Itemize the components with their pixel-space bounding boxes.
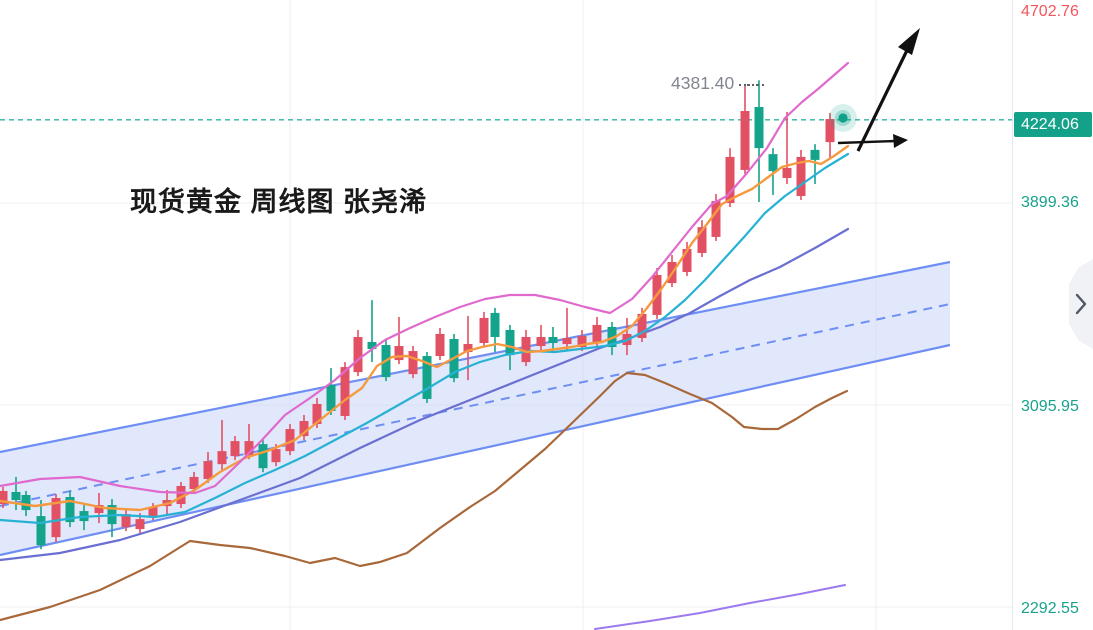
candle-body xyxy=(796,156,806,197)
candle-body xyxy=(271,449,281,463)
trend-channel-upper-line xyxy=(0,260,951,454)
candle-body xyxy=(340,367,350,417)
candle-body xyxy=(189,476,199,489)
candle-body xyxy=(121,514,131,528)
candle-body xyxy=(592,324,602,344)
candle-body xyxy=(217,451,227,465)
candle-body xyxy=(479,317,489,344)
candle-body xyxy=(367,342,377,350)
candle-body xyxy=(768,154,778,171)
candle-body xyxy=(312,403,322,425)
candle-body xyxy=(810,149,820,160)
ma-violet-line xyxy=(594,584,846,630)
candle-body xyxy=(577,335,587,348)
price-axis[interactable]: 4702.76 3899.36 3095.95 2292.55 4224.06 xyxy=(1012,0,1093,630)
candle-body xyxy=(176,485,186,505)
candle-body xyxy=(490,312,500,337)
price-axis-label: 4702.76 xyxy=(1021,3,1079,20)
chart-watermark-title: 现货黄金 周线图 张尧浠 xyxy=(130,187,428,217)
candle-body xyxy=(754,106,764,149)
candle-body xyxy=(548,336,558,344)
flat-arrow-shaft xyxy=(837,139,897,145)
up-arrow-shaft xyxy=(856,37,915,152)
ma-cyan-line xyxy=(0,152,850,525)
peak-price-label: 4381.40 xyxy=(671,73,759,94)
candle-body xyxy=(0,490,8,505)
candle-body xyxy=(682,248,692,273)
candle-body xyxy=(11,491,21,501)
candle-body xyxy=(725,156,735,204)
price-axis-label: 3899.36 xyxy=(1021,194,1079,211)
ma-pink-line xyxy=(0,61,850,495)
candle-body xyxy=(326,384,336,411)
candle-body xyxy=(408,351,418,375)
candle-body xyxy=(521,336,531,363)
price-chart-canvas[interactable] xyxy=(0,0,1012,630)
candle-body xyxy=(394,346,404,361)
trend-channel-lower-line xyxy=(0,343,951,557)
candle-body xyxy=(285,429,295,452)
candle-body xyxy=(36,516,46,546)
price-axis-label: 3095.95 xyxy=(1021,398,1079,415)
candle-body xyxy=(637,313,647,338)
candle-body xyxy=(782,167,792,178)
trend-channel-middle-dashed xyxy=(0,303,951,507)
candle-body xyxy=(135,519,145,530)
candle-body xyxy=(422,356,432,399)
ma-slate-line xyxy=(0,227,850,562)
candle-body xyxy=(825,119,835,143)
candle-body xyxy=(258,444,268,469)
candle-body xyxy=(299,421,309,437)
ma-brown-line xyxy=(0,371,849,622)
candle-body xyxy=(740,111,750,170)
candle-body xyxy=(230,441,240,457)
candle-body xyxy=(697,227,707,253)
flat-arrow-head xyxy=(893,134,908,148)
candle-body xyxy=(536,336,546,347)
last-price-dot xyxy=(838,113,848,123)
trend-channel-fill xyxy=(0,262,950,555)
candle-body xyxy=(148,507,158,517)
candle-body xyxy=(94,505,104,514)
candle-body xyxy=(65,497,75,523)
peak-price-value: 4381.40 xyxy=(671,73,735,93)
candle-body xyxy=(244,441,254,456)
peak-dotted-marker xyxy=(739,83,759,86)
candle-body xyxy=(562,337,572,345)
candle-body xyxy=(51,498,61,538)
candle-body xyxy=(21,495,31,511)
candle-body xyxy=(463,344,473,353)
price-axis-label: 2292.55 xyxy=(1021,600,1079,617)
chevron-right-icon xyxy=(1075,293,1087,315)
up-arrow-head xyxy=(898,28,920,55)
candle-body xyxy=(203,461,213,479)
candle-body xyxy=(435,333,445,357)
ma-orange-line xyxy=(0,144,850,512)
candle-body xyxy=(505,329,515,356)
candle-body xyxy=(711,201,721,237)
current-price-badge: 4224.06 xyxy=(1014,111,1092,137)
candle-body xyxy=(353,336,363,373)
